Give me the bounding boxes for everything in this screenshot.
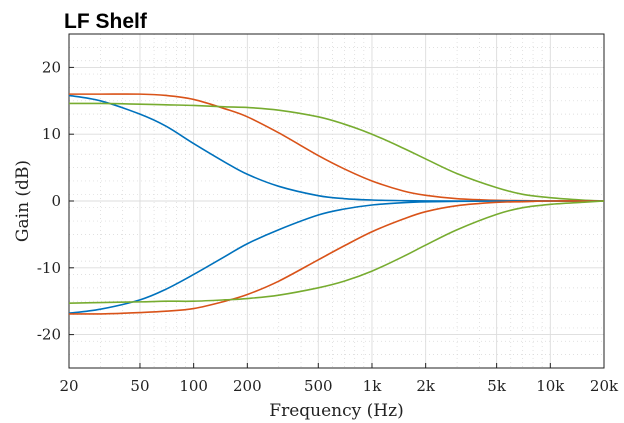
y-tick-label: -10 (37, 259, 61, 277)
series-line (68, 94, 604, 202)
x-tick-label: 5k (487, 377, 507, 395)
x-tick-label: 20k (590, 377, 619, 395)
y-axis-label: Gain (dB) (13, 160, 33, 242)
x-tick-label: 50 (130, 377, 149, 395)
series-line (68, 102, 605, 202)
x-tick-label: 500 (304, 377, 333, 395)
y-tick-label: 20 (42, 58, 61, 76)
x-tick-label: 20 (59, 377, 78, 395)
x-tick-label: 200 (233, 377, 262, 395)
y-tick-label: 10 (42, 125, 61, 143)
y-tick-label: -20 (37, 326, 61, 344)
chart-title: LF Shelf (64, 10, 148, 33)
series-line (68, 200, 604, 315)
x-tick-label: 10k (536, 377, 565, 395)
x-tick-label: 2k (416, 377, 436, 395)
x-axis-label: Frequency (Hz) (269, 401, 403, 421)
x-tick-label: 100 (179, 377, 208, 395)
axis-ticks: 20 50 100 200 500 1k 2k 5k 10k 20k -20 -10 0 10 20 (37, 58, 619, 395)
series-line (68, 200, 604, 315)
y-tick-label: 0 (51, 192, 61, 210)
series-line (68, 200, 605, 304)
series-lines (68, 93, 605, 315)
x-tick-label: 1k (363, 377, 383, 395)
series-line (69, 93, 604, 202)
